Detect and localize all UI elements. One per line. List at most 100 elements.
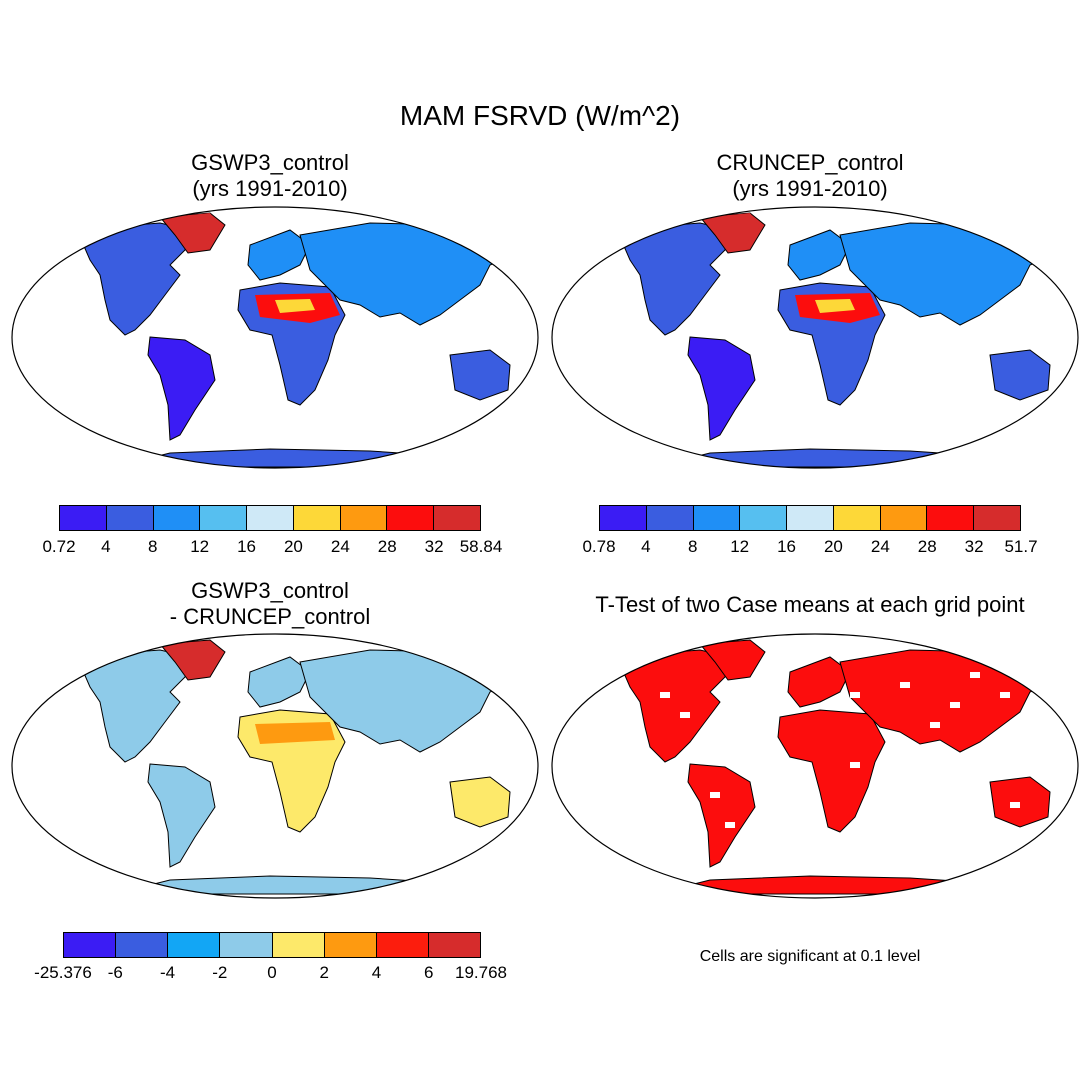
panel-title-line1: T-Test of two Case means at each grid po… bbox=[595, 592, 1025, 617]
continents bbox=[79, 212, 516, 468]
colorbar-swatch bbox=[340, 506, 388, 530]
colorbar-swatch bbox=[247, 506, 294, 530]
panel-title-line2: (yrs 1991-2010) bbox=[732, 176, 888, 201]
panel-title-line2: - CRUNCEP_control bbox=[169, 604, 371, 629]
colorbar-tick-label: -4 bbox=[159, 963, 176, 982]
colorbar-tick-label: 58.84 bbox=[459, 537, 503, 556]
colorbar-swatch bbox=[153, 506, 201, 530]
colorbar-swatch bbox=[376, 933, 429, 957]
land-southAmerica bbox=[147, 336, 216, 441]
panel-title-line1: GSWP3_control bbox=[191, 578, 349, 603]
sahara-mid-values bbox=[815, 299, 855, 313]
colorbar-swatch bbox=[60, 506, 107, 530]
colorbar-swatch bbox=[200, 506, 248, 530]
colorbar-swatch bbox=[880, 506, 928, 530]
land-greenland bbox=[158, 639, 226, 681]
colorbar-swatch bbox=[324, 933, 377, 957]
colorbar-tick-label: 12 bbox=[190, 537, 210, 556]
nonsignificant-cell bbox=[710, 792, 720, 798]
colorbar-tick-label: -6 bbox=[107, 963, 123, 982]
colorbar-swatch bbox=[428, 933, 480, 957]
colorbar-ticks-diff: -25.376 -6 -4 -2 0 2 4 6 19.768 bbox=[34, 963, 507, 985]
colorbar-ticks-cruncep: 0.78 4 8 12 16 20 24 28 32 51.7 bbox=[582, 537, 1037, 559]
panel-title-line1: GSWP3_control bbox=[191, 150, 349, 175]
nonsignificant-cell bbox=[970, 672, 980, 678]
colorbar-tick-label: 6 bbox=[424, 963, 434, 982]
colorbar-tick-label: 51.7 bbox=[1004, 537, 1038, 556]
continents bbox=[619, 212, 1056, 468]
colorbar-swatch bbox=[293, 506, 341, 530]
map-gswp3 bbox=[11, 206, 539, 469]
land-australia bbox=[449, 776, 511, 828]
land-europe bbox=[247, 656, 311, 708]
land-australia bbox=[449, 349, 511, 401]
colorbar-ticks-gswp3: 0.72 4 8 12 16 20 24 28 32 58.84 bbox=[42, 537, 502, 559]
panel-title-cruncep: CRUNCEP_control (yrs 1991-2010) bbox=[610, 150, 1010, 202]
colorbar-tick-label: 0.72 bbox=[42, 537, 76, 556]
map-outline bbox=[551, 633, 1079, 899]
colorbar-swatch bbox=[434, 506, 481, 530]
land-europe bbox=[787, 656, 851, 708]
nonsignificant-cell bbox=[725, 822, 735, 828]
colorbar-tick-label: 0.78 bbox=[582, 537, 616, 556]
map-ttest bbox=[551, 633, 1079, 899]
colorbar-swatch bbox=[646, 506, 694, 530]
map-outline bbox=[11, 206, 539, 469]
colorbar-tick-label: 8 bbox=[148, 537, 158, 556]
colorbar-tick-label: 12 bbox=[730, 537, 750, 556]
colorbar-cruncep bbox=[599, 505, 1021, 531]
land-southAmerica bbox=[687, 763, 756, 868]
colorbar-diff bbox=[63, 932, 481, 958]
colorbar-swatch bbox=[106, 506, 154, 530]
colorbar-swatch bbox=[64, 933, 117, 957]
colorbar-tick-label: 32 bbox=[964, 537, 984, 556]
map-outline bbox=[11, 633, 539, 899]
colorbar-tick-label: 20 bbox=[283, 537, 303, 556]
colorbar-tick-label: 16 bbox=[237, 537, 257, 556]
significance-note: Cells are significant at 0.1 level bbox=[699, 948, 921, 965]
land-australia bbox=[989, 349, 1051, 401]
land-europe bbox=[787, 229, 851, 281]
colorbar-tick-label: 16 bbox=[777, 537, 797, 556]
colorbar-tick-label: 20 bbox=[823, 537, 843, 556]
nonsignificant-cell bbox=[900, 682, 910, 688]
nonsignificant-cell bbox=[930, 722, 940, 728]
colorbar-swatch bbox=[974, 506, 1021, 530]
map-outline bbox=[551, 206, 1079, 469]
colorbar-tick-label: 28 bbox=[377, 537, 397, 556]
colorbar-tick-label: 24 bbox=[330, 537, 350, 556]
colorbar-tick-label: 19.768 bbox=[455, 963, 507, 982]
nonsignificant-cell bbox=[1010, 802, 1020, 808]
colorbar-swatch bbox=[600, 506, 647, 530]
colorbar-tick-label: 28 bbox=[917, 537, 937, 556]
colorbar-swatch bbox=[833, 506, 881, 530]
panel-title-diff: GSWP3_control - CRUNCEP_control bbox=[70, 578, 470, 630]
colorbar-swatch bbox=[116, 933, 169, 957]
colorbar-tick-label: 24 bbox=[870, 537, 890, 556]
sahara-mid-values bbox=[275, 299, 315, 313]
nonsignificant-cell bbox=[680, 712, 690, 718]
colorbar-tick-label: -2 bbox=[212, 963, 228, 982]
sahara-diff-values bbox=[255, 722, 335, 744]
colorbar-gswp3 bbox=[59, 505, 481, 531]
panel-title-ttest: T-Test of two Case means at each grid po… bbox=[540, 592, 1080, 618]
colorbar-tick-label: 32 bbox=[424, 537, 444, 556]
nonsignificant-cell bbox=[850, 692, 860, 698]
continents bbox=[619, 639, 1056, 895]
map-cruncep bbox=[551, 206, 1079, 469]
colorbar-tick-label: 4 bbox=[641, 537, 651, 556]
nonsignificant-cell bbox=[850, 762, 860, 768]
colorbar-tick-label: 4 bbox=[101, 537, 111, 556]
colorbar-tick-label: 0 bbox=[267, 963, 277, 982]
figure-title: MAM FSRVD (W/m^2) bbox=[399, 100, 681, 131]
colorbar-swatch bbox=[693, 506, 741, 530]
map-diff bbox=[11, 633, 539, 899]
colorbar-tick-label: 4 bbox=[371, 963, 382, 982]
colorbar-swatch bbox=[740, 506, 788, 530]
panel-title-gswp3: GSWP3_control (yrs 1991-2010) bbox=[70, 150, 470, 202]
greenland-high-values bbox=[710, 213, 760, 245]
panel-title-line2: (yrs 1991-2010) bbox=[192, 176, 348, 201]
colorbar-swatch bbox=[387, 506, 435, 530]
nonsignificant-cell bbox=[660, 692, 670, 698]
nonsignificant-cell bbox=[950, 702, 960, 708]
